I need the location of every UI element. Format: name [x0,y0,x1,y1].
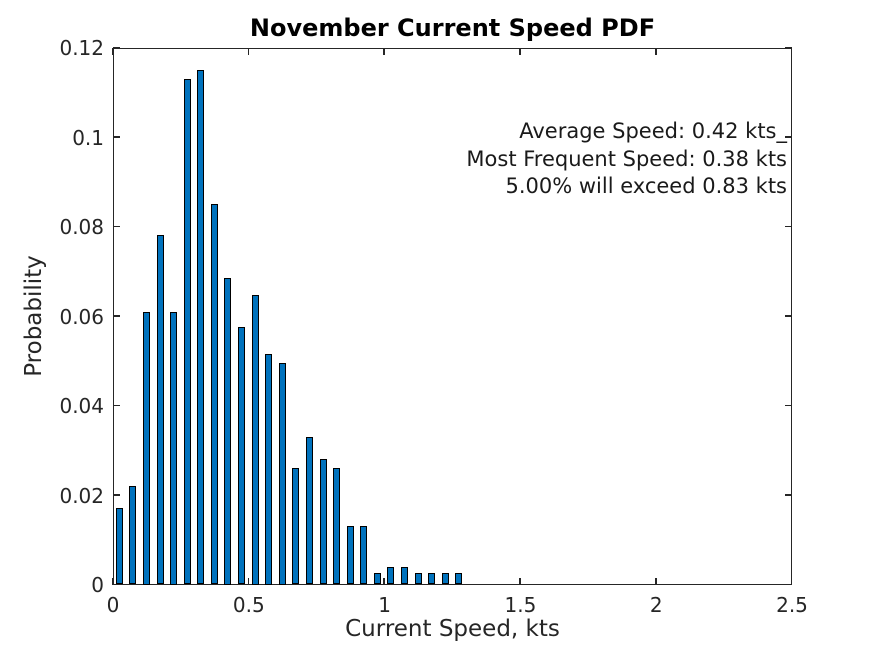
stats-annotation: Average Speed: 0.42 kts_ Most Frequent S… [466,118,787,201]
x-tick-label: 0.5 [232,593,265,617]
y-tick-label: 0.08 [59,215,104,239]
histogram-bar [278,363,286,585]
histogram-bar [401,566,408,585]
histogram-bar [428,573,436,585]
histogram-bar [197,69,205,585]
x-tick-label: 1.5 [504,593,537,617]
axis-tick-mark [111,577,114,585]
histogram-bar [373,573,381,585]
y-tick-label: 0 [91,573,104,597]
axis-tick-mark [790,577,793,585]
bars-layer [113,48,792,585]
axis-tick-mark [655,577,657,585]
x-tick-label: 0 [106,593,120,617]
axis-tick-mark [784,136,792,138]
x-tick-label: 1 [378,593,391,617]
x-tick-label: 2 [649,593,663,617]
histogram-bar [333,468,341,585]
axis-tick-mark [784,46,792,49]
histogram-bar [251,294,259,585]
annotation-line-average-speed: Average Speed: 0.42 kts_ [519,119,787,143]
y-tick-label: 0.02 [59,483,104,508]
histogram-bar [183,78,191,585]
axis-tick-mark [111,47,114,55]
histogram-bar [305,436,313,585]
axis-tick-mark [519,577,521,585]
axis-tick-mark [112,315,120,317]
histogram-bar [346,526,354,585]
axis-tick-mark [784,494,792,496]
plot-area: Average Speed: 0.42 kts_ Most Frequent S… [111,46,793,586]
axis-tick-mark [112,225,120,228]
axis-tick-mark [247,47,250,55]
histogram-bar [292,468,300,585]
histogram-bar [210,204,218,585]
histogram-bar [441,573,449,585]
histogram-bar [387,566,395,585]
histogram-bar [224,278,232,585]
axis-tick-mark [112,136,120,138]
y-tick-label: 0.12 [59,36,104,60]
axis-tick-mark [383,577,385,585]
axis-tick-mark [655,47,657,55]
histogram-bar [129,486,137,585]
y-tick-label: 0.06 [59,304,104,329]
histogram-bar [143,311,150,585]
axis-tick-mark [112,404,120,407]
axis-tick-mark [784,315,792,317]
histogram-bar [414,573,422,585]
histogram-bar [265,354,273,585]
ticks-layer [111,46,793,586]
axis-tick-mark [383,47,385,55]
x-tick-label: 2.5 [776,593,808,617]
axis-tick-mark [784,404,792,407]
annotation-line-most-frequent-speed: Most Frequent Speed: 0.38 kts [466,146,787,171]
axis-tick-mark [112,46,120,49]
axis-tick-mark [519,47,521,55]
histogram-bar [455,573,463,585]
y-tick-label: 0.04 [59,394,104,418]
x-axis-label: Current Speed, kts [345,616,560,642]
histogram-bar [360,526,368,585]
axis-tick-mark [112,494,120,496]
histogram-bar [170,311,178,585]
axis-tick-mark [784,225,792,228]
histogram-bar [319,459,327,585]
histogram-bar [156,235,164,585]
y-tick-label: 0.1 [72,125,104,150]
histogram-bar [238,327,245,585]
axis-tick-mark [247,577,250,585]
axis-tick-mark [112,583,120,586]
axis-tick-mark [790,47,793,55]
chart-title: November Current Speed PDF [249,14,656,42]
axis-tick-mark [784,583,792,586]
annotation-line-exceedance: 5.00% will exceed 0.83 kts [505,174,787,198]
